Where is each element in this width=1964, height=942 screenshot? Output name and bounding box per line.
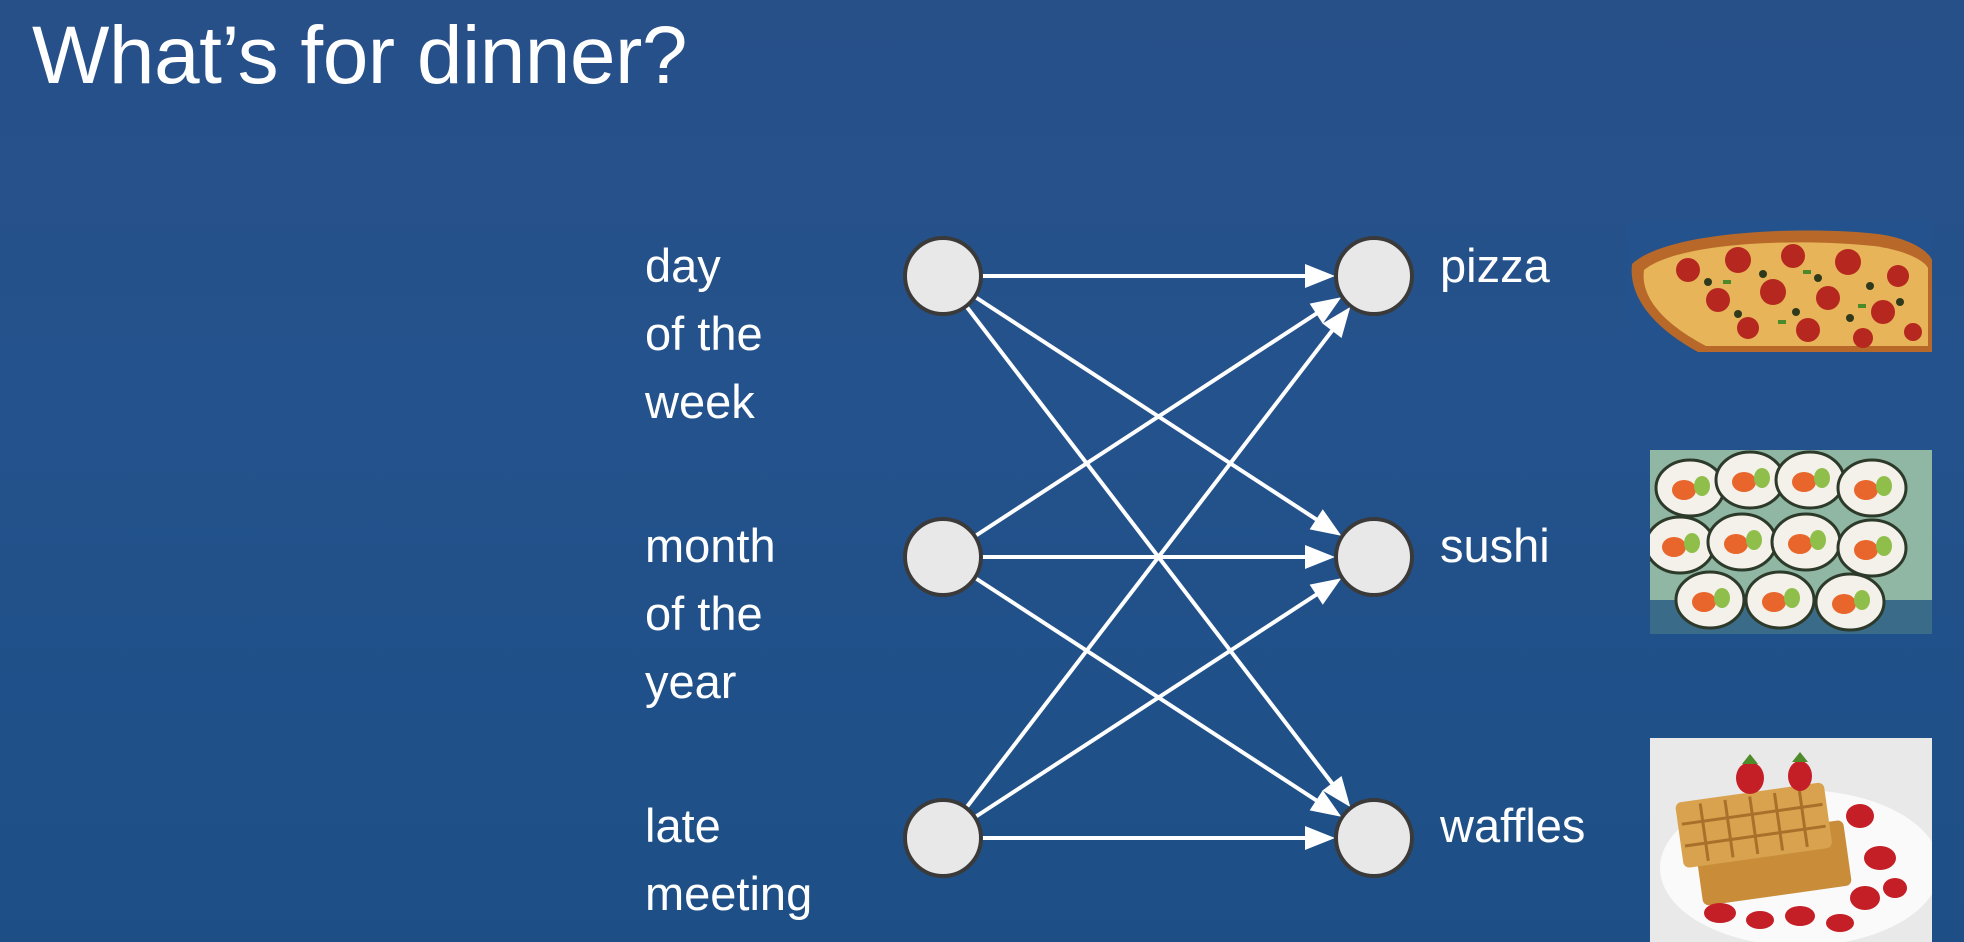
input-node-1 [903,517,983,597]
input-label-late-meeting: late meeting [645,792,812,928]
slide-title: What’s for dinner? [32,10,687,101]
sushi-filling [1792,472,1816,492]
output-node-1 [1334,517,1414,597]
input-label-line: of the [645,307,763,360]
sushi-filling [1854,480,1878,500]
arrowhead-input-1-to-output-1 [1305,545,1335,569]
arrowhead-input-1-to-output-2 [1309,790,1342,817]
arrowhead-input-1-to-output-0 [1309,297,1342,324]
input-label-line: week [645,375,755,428]
sushi-filling [1854,590,1870,610]
arrowhead-input-2-to-output-2 [1305,826,1335,850]
output-label-pizza: pizza [1440,239,1550,292]
edge-input-1-to-output-2 [973,576,1337,815]
sushi-filling [1746,530,1762,550]
sushi-filling [1762,592,1786,612]
sushi-filling [1854,540,1878,560]
waffles-icon [1650,738,1932,942]
input-label-line: of the [645,587,763,640]
arrowhead-input-0-to-output-0 [1305,264,1335,288]
sushi-filling [1672,480,1696,500]
sushi-filling [1832,594,1856,614]
edge-input-1-to-output-0 [973,299,1337,538]
output-label-waffles: waffles [1440,799,1586,852]
arrowhead-input-2-to-output-0 [1322,306,1351,339]
sushi-filling [1814,468,1830,488]
input-label-line: year [645,655,737,708]
input-label-line: day [645,239,721,292]
edge-input-2-to-output-0 [964,311,1348,810]
output-node-0 [1334,236,1414,316]
sushi-filling [1684,533,1700,553]
sushi-photo [1650,450,1932,634]
sushi-filling [1724,534,1748,554]
sushi-filling [1732,472,1756,492]
sushi-filling [1876,536,1892,556]
input-node-2 [903,798,983,878]
edge-input-0-to-output-2 [964,304,1348,803]
connections-layer [964,264,1351,850]
waffles-photo [1650,738,1932,942]
arrowhead-input-0-to-output-2 [1322,775,1351,808]
pizza-photo [1628,220,1932,352]
edge-input-0-to-output-1 [973,295,1337,534]
output-label-sushi: sushi [1440,519,1550,572]
pizza-icon [1628,220,1932,352]
sushi-filling [1810,530,1826,550]
sushi-filling [1784,588,1800,608]
sushi-filling [1662,537,1686,557]
nodes-layer [903,236,1414,878]
arrowhead-input-2-to-output-1 [1309,578,1342,605]
input-label-line: late [645,799,721,852]
sushi-filling [1692,592,1716,612]
sushi-filling [1876,476,1892,496]
sushi-filling [1714,588,1730,608]
sushi-filling [1754,468,1770,488]
sushi-filling [1788,534,1812,554]
input-label-line: month [645,519,776,572]
input-label-line: meeting [645,867,813,920]
edge-input-2-to-output-1 [973,580,1337,819]
input-label-month-of-year: month of the year [645,512,776,716]
arrowhead-input-0-to-output-1 [1309,509,1342,536]
input-label-day-of-week: day of the week [645,232,763,436]
input-node-0 [903,236,983,316]
output-node-2 [1334,798,1414,878]
sushi-icon [1650,450,1932,634]
sushi-filling [1694,476,1710,496]
